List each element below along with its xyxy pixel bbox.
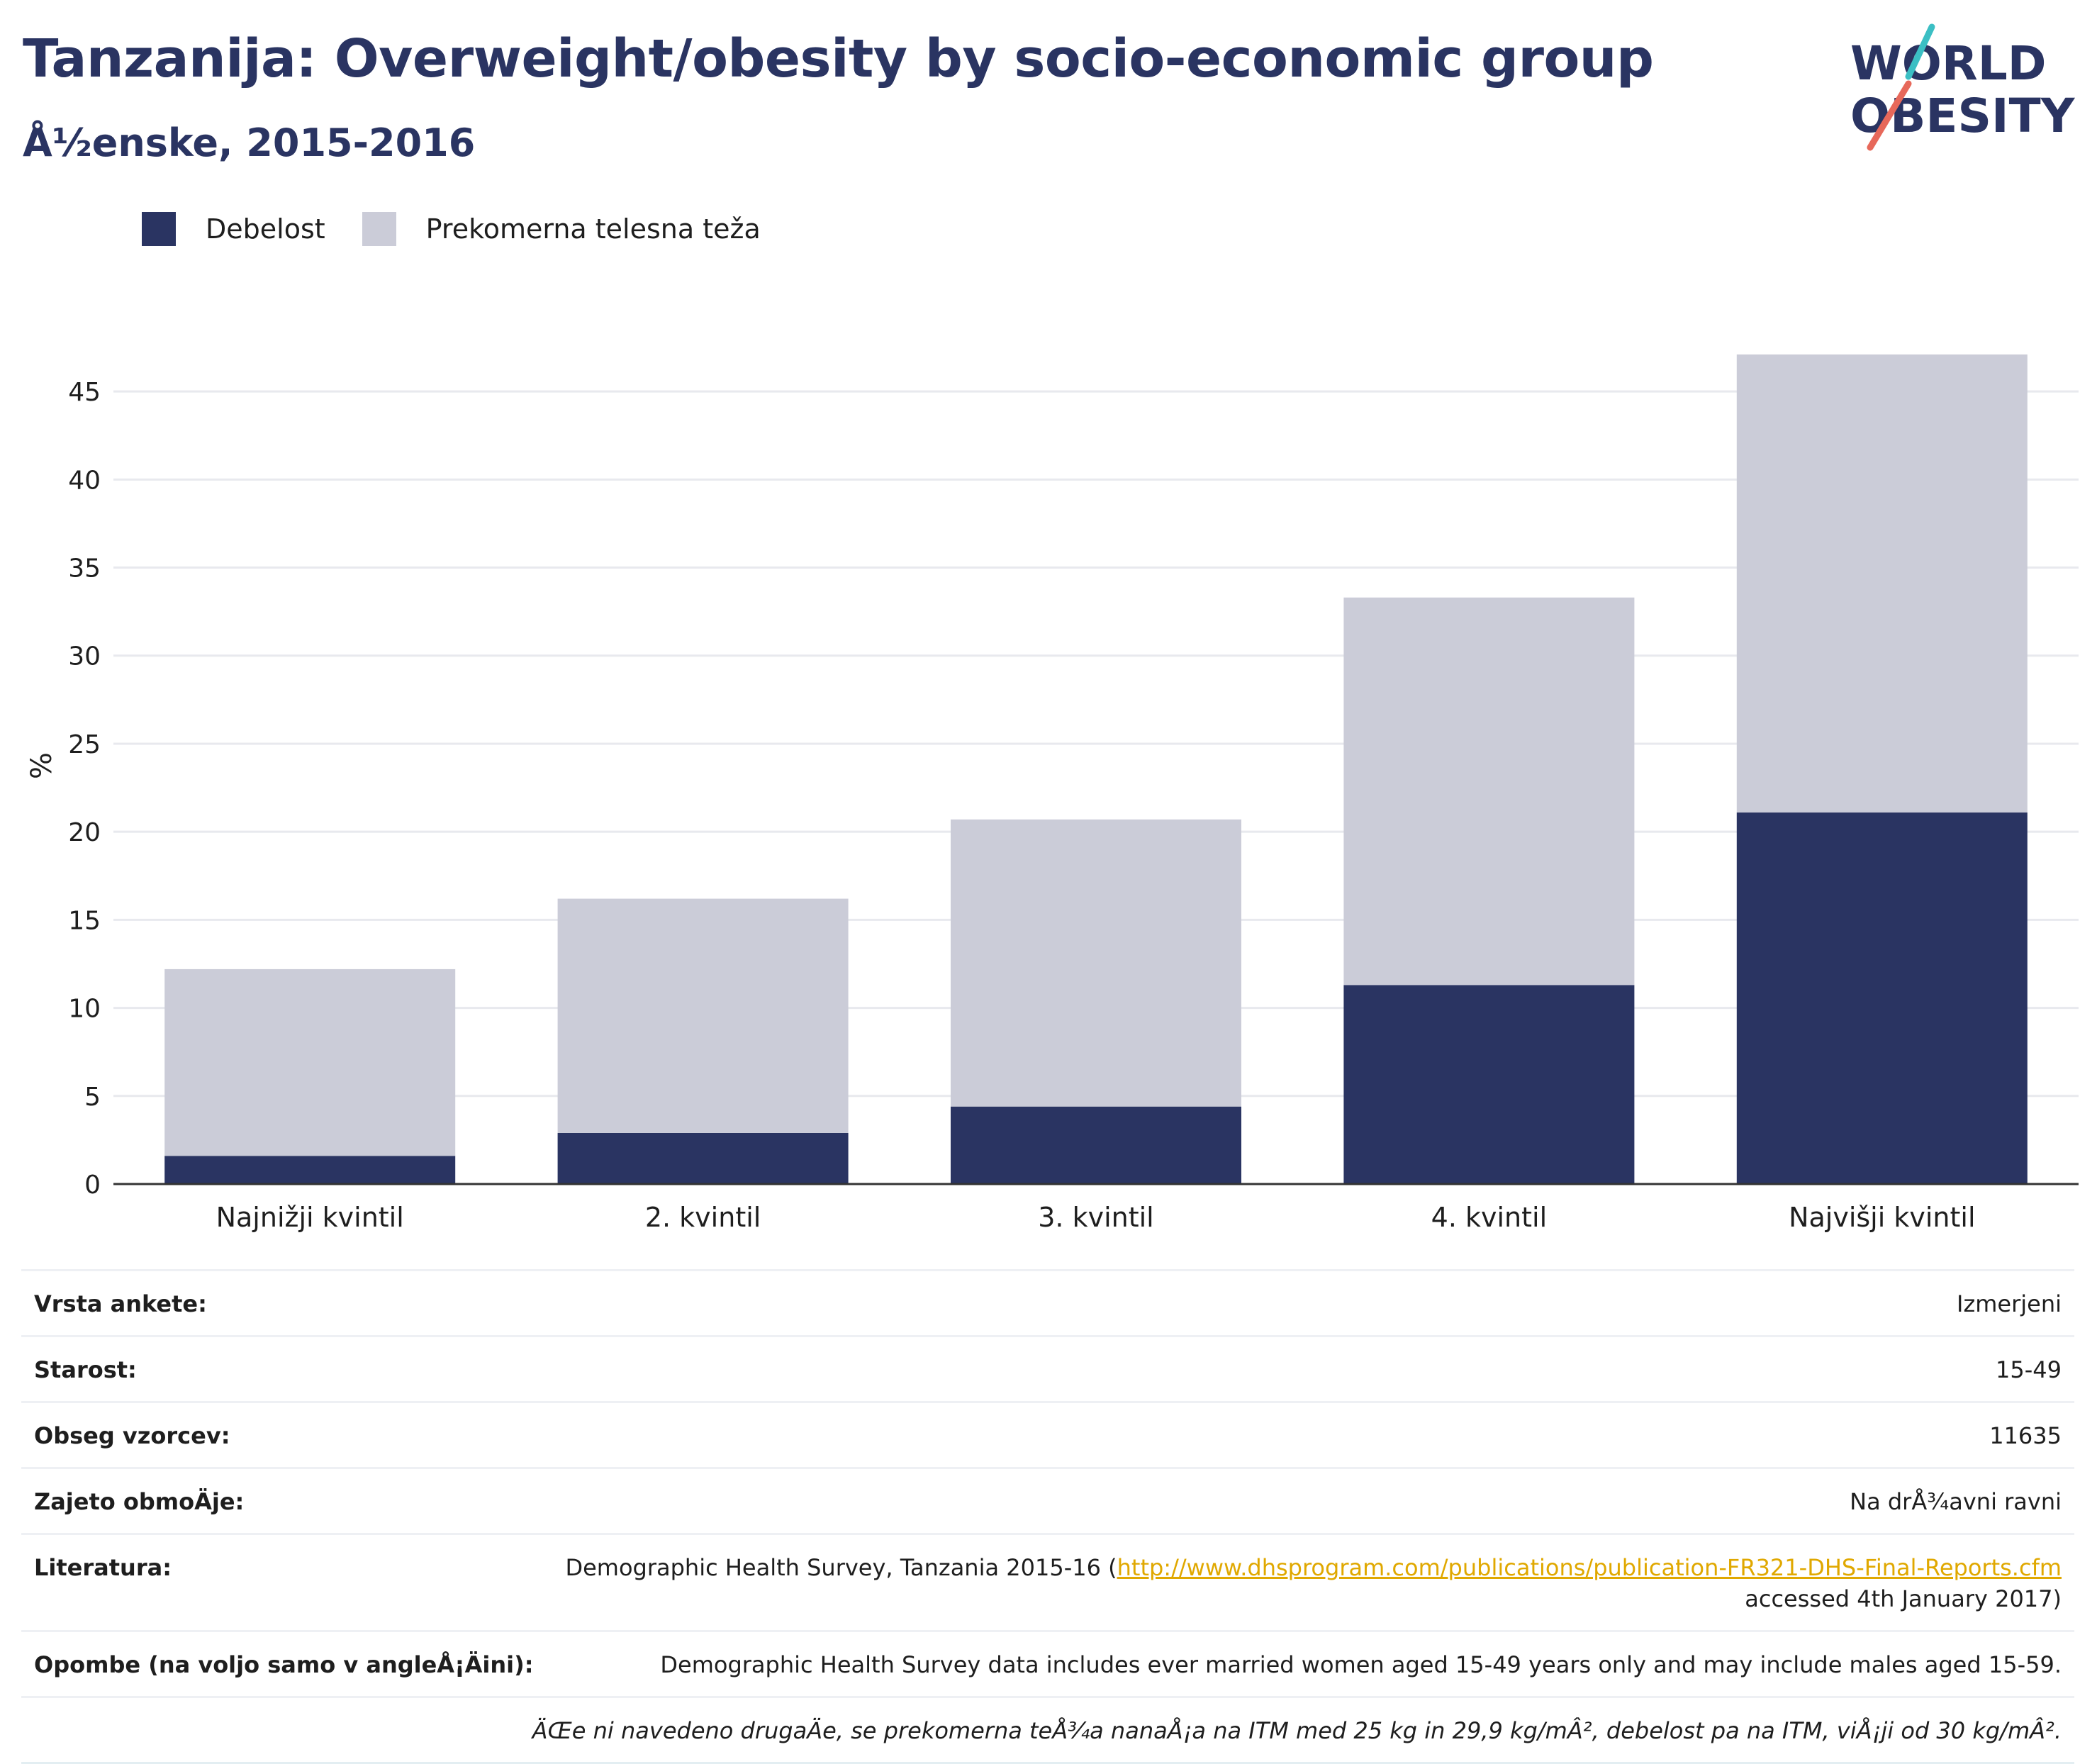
legend-item-overweight[interactable]: Prekomerna telesna teža: [362, 212, 761, 246]
x-tick-label: 4. kvintil: [1431, 1202, 1548, 1233]
y-tick-label: 40: [68, 466, 101, 495]
legend-swatch-overweight: [362, 212, 396, 246]
y-tick-label: 20: [68, 818, 101, 847]
y-tick-label: 45: [68, 378, 101, 407]
bar-overweight: [164, 968, 456, 1156]
chart-subtitle: Å½enske, 2015-2016: [23, 121, 476, 165]
logo-teal-slash: [1905, 23, 1935, 80]
bar-chart: 0 5 10 15 20 25 30 35 40 45 Najnižji kvintil 2. kv…: [26, 354, 2079, 1233]
bar-overweight: [1343, 597, 1635, 986]
survey-details: Vrsta ankete: Izmerjeni Starost: 15-49 O…: [21, 1269, 2074, 1764]
y-tick-label: 25: [68, 730, 101, 759]
legend: Debelost Prekomerna telesna teža: [142, 210, 798, 248]
logo-line2: OBESITY: [1850, 89, 2076, 143]
sample-size-value: 11635: [1989, 1422, 2062, 1449]
x-tick-label: 2. kvintil: [645, 1202, 761, 1233]
age-row: Starost: 15-49: [21, 1335, 2074, 1401]
notes-label: Opombe (na voljo samo v angleÅ¡Äini):: [34, 1651, 534, 1678]
y-tick-label: 30: [68, 642, 101, 671]
logo-red-slash: [1867, 80, 1912, 151]
bar-obesity: [164, 1156, 456, 1184]
logo-line1: WORLD: [1850, 36, 2047, 91]
y-tick-label: 15: [68, 906, 101, 935]
bars: [164, 354, 2028, 1184]
x-tick-label: 3. kvintil: [1038, 1202, 1154, 1233]
definition-note: ÄŒe ni navedeno drugaÄe, se prekomerna t…: [532, 1717, 2062, 1744]
legend-item-obesity[interactable]: Debelost: [142, 212, 325, 246]
notes-value: Demographic Health Survey data includes …: [660, 1651, 2062, 1678]
bar-obesity: [1343, 985, 1635, 1184]
bar-overweight: [951, 819, 1241, 1107]
coverage-value: Na drÅ¾avni ravni: [1850, 1488, 2062, 1515]
reference-text: Demographic Health Survey, Tanzania 2015…: [565, 1554, 1117, 1581]
definition-row: ÄŒe ni navedeno drugaÄe, se prekomerna t…: [21, 1696, 2074, 1764]
legend-label-overweight: Prekomerna telesna teža: [425, 213, 761, 245]
legend-label-obesity: Debelost: [206, 213, 325, 245]
bar-obesity: [951, 1106, 1241, 1184]
reference-accessed: accessed 4th January 2017): [1745, 1585, 2062, 1612]
world-obesity-logo: WORLD OBESITY: [1850, 23, 2076, 151]
reference-row: Literatura: Demographic Health Survey, T…: [21, 1533, 2074, 1630]
bar-overweight: [557, 898, 849, 1133]
coverage-label: Zajeto obmoÄje:: [34, 1488, 245, 1515]
reference-value: Demographic Health Survey, Tanzania 2015…: [565, 1552, 2062, 1614]
legend-swatch-obesity: [142, 212, 176, 246]
bar-obesity: [557, 1132, 849, 1184]
y-tick-label: 10: [68, 995, 101, 1024]
y-tick-label: 35: [68, 554, 101, 584]
age-value: 15-49: [1996, 1356, 2062, 1383]
x-tick-label: Najvišji kvintil: [1789, 1202, 1975, 1233]
survey-type-label: Vrsta ankete:: [34, 1290, 207, 1317]
sample-size-label: Obseg vzorcev:: [34, 1422, 230, 1449]
x-axis-labels: Najnižji kvintil 2. kvintil 3. kvintil 4. k…: [216, 1202, 1976, 1233]
survey-type-value: Izmerjeni: [1957, 1290, 2062, 1317]
survey-type-row: Vrsta ankete: Izmerjeni: [21, 1269, 2074, 1335]
y-tick-label: 5: [84, 1083, 101, 1112]
bar-obesity: [1736, 812, 2028, 1184]
coverage-row: Zajeto obmoÄje: Na drÅ¾avni ravni: [21, 1467, 2074, 1533]
x-tick-label: Najnižji kvintil: [216, 1202, 404, 1233]
bar-overweight: [1736, 354, 2028, 813]
chart-title: Tanzanija: Overweight/obesity by socio-e…: [23, 28, 1654, 89]
notes-row: Opombe (na voljo samo v angleÅ¡Äini): De…: [21, 1630, 2074, 1696]
y-axis-ticks: 0 5 10 15 20 25 30 35 40 45: [68, 378, 101, 1200]
reference-label: Literatura:: [34, 1554, 172, 1581]
reference-link[interactable]: http://www.dhsprogram.com/publications/p…: [1117, 1554, 2062, 1581]
y-axis-label: %: [26, 752, 58, 779]
y-tick-label: 0: [84, 1171, 101, 1200]
sample-size-row: Obseg vzorcev: 11635: [21, 1401, 2074, 1467]
age-label: Starost:: [34, 1356, 137, 1383]
